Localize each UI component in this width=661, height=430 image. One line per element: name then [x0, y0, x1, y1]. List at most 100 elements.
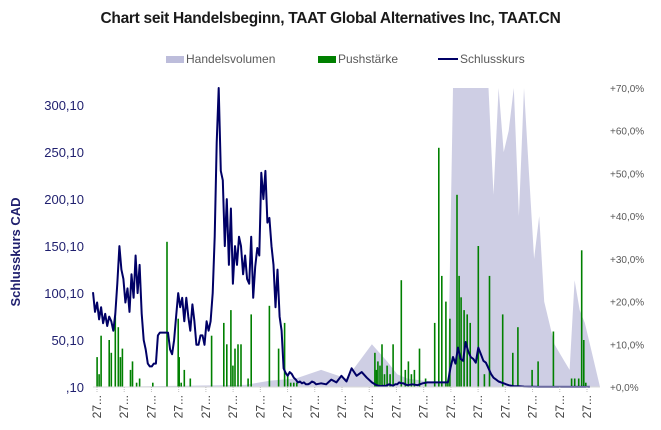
- y-tick-label: 100,10: [44, 286, 84, 301]
- x-tick-label: 27...: [117, 395, 131, 418]
- push-bar: [438, 147, 440, 387]
- push-bar: [573, 378, 576, 387]
- push-bar: [180, 382, 182, 387]
- push-bar: [240, 344, 242, 387]
- push-bar: [386, 365, 388, 387]
- x-tick-label: 27...: [498, 395, 512, 418]
- push-bars-series: [96, 147, 587, 387]
- y2-tick-label: +30,0%: [610, 255, 644, 266]
- push-bar: [375, 369, 378, 387]
- x-tick-label: 27...: [226, 395, 240, 418]
- push-bar: [293, 382, 295, 387]
- push-bar: [383, 374, 386, 387]
- x-tick-label: 27...: [362, 395, 376, 418]
- push-bar: [135, 382, 138, 387]
- push-bar: [189, 378, 192, 387]
- y2-tick-label: +0,0%: [610, 383, 639, 394]
- push-bar: [477, 246, 480, 387]
- push-bar: [223, 322, 225, 387]
- push-bar: [119, 357, 122, 387]
- push-bar: [413, 369, 416, 387]
- push-bar: [449, 318, 451, 387]
- legend-label-volume: Handelsvolumen: [186, 52, 276, 66]
- x-tick-label: 27...: [90, 395, 104, 418]
- push-bar: [379, 365, 381, 387]
- x-tick-label: 27...: [253, 395, 267, 418]
- x-tick-label: 27...: [172, 395, 186, 418]
- push-bar: [283, 322, 286, 387]
- legend-label-push: Pushstärke: [338, 52, 399, 66]
- push-bar: [407, 361, 410, 387]
- push-bar: [121, 348, 124, 387]
- x-tick-label: 27...: [444, 395, 458, 418]
- push-bar: [268, 305, 271, 387]
- volume-area: [93, 88, 600, 387]
- push-bar: [232, 365, 234, 387]
- push-bar: [247, 378, 249, 387]
- push-bar: [277, 348, 280, 387]
- push-bar: [583, 340, 585, 387]
- push-bar: [100, 335, 102, 387]
- push-bar: [460, 297, 462, 387]
- x-tick-label: 27...: [199, 395, 213, 418]
- chart-title: Chart seit Handelsbeginn, TAAT Global Al…: [100, 10, 561, 27]
- axes: ,10 50,10 100,10 150,10 200,10 250,10 300,10 +0…: [44, 84, 644, 418]
- y-tick-label: 200,10: [44, 192, 84, 207]
- legend-item-close[interactable]: Schlusskurs: [438, 52, 525, 66]
- push-bar: [237, 344, 239, 387]
- push-bar: [441, 275, 443, 387]
- push-bar: [98, 374, 100, 387]
- legend-item-volume[interactable]: Handelsvolumen: [166, 52, 275, 66]
- push-bar: [234, 348, 236, 387]
- push-bar: [392, 344, 394, 387]
- legend-swatch-push: [318, 55, 336, 63]
- x-tick-label: 27...: [526, 395, 540, 418]
- push-bar: [404, 369, 407, 387]
- push-bar: [289, 382, 292, 387]
- legend-item-push[interactable]: Pushstärke: [318, 52, 398, 66]
- push-bar: [447, 382, 449, 387]
- push-bar: [537, 361, 539, 387]
- y-tick-label: 300,10: [44, 98, 84, 113]
- push-bar: [512, 352, 514, 387]
- push-bar: [501, 314, 504, 387]
- y-tick-label: ,10: [66, 380, 84, 395]
- y-tick-label: 50,10: [51, 333, 84, 348]
- push-bar: [230, 310, 232, 387]
- push-bar: [377, 361, 379, 387]
- push-bar: [210, 335, 213, 387]
- y2-tick-label: +60,0%: [610, 127, 644, 138]
- push-bar: [580, 250, 583, 387]
- legend-label-close: Schlusskurs: [460, 52, 525, 66]
- push-bar: [552, 331, 555, 387]
- push-bar: [483, 374, 486, 387]
- push-bar: [410, 374, 413, 387]
- x-tick-label: 27...: [553, 395, 567, 418]
- push-bar: [570, 378, 573, 387]
- y2-tick-label: +50,0%: [610, 169, 644, 180]
- y-tick-label: 250,10: [44, 145, 84, 160]
- x-tick-label: 27...: [144, 395, 158, 418]
- push-bar: [114, 314, 117, 387]
- legend-swatch-volume: [166, 55, 184, 63]
- push-bar: [445, 301, 447, 387]
- x-tick-label: 27...: [335, 395, 349, 418]
- push-bar: [456, 194, 458, 387]
- push-bar: [226, 344, 228, 387]
- y2-tick-label: +10,0%: [610, 340, 644, 351]
- push-bar: [296, 382, 298, 387]
- push-bar: [585, 382, 587, 387]
- x-tick-label: 27...: [281, 395, 295, 418]
- push-bar: [488, 275, 491, 387]
- y-tick-label: 150,10: [44, 239, 84, 254]
- push-bar: [389, 374, 391, 387]
- y2-tick-label: +40,0%: [610, 212, 644, 223]
- push-bar: [108, 340, 110, 387]
- push-bar: [166, 241, 168, 387]
- legend: Handelsvolumen Pushstärke Schlusskurs: [0, 52, 661, 70]
- push-bar: [577, 378, 580, 387]
- push-bar: [129, 369, 132, 387]
- push-bar: [433, 322, 436, 387]
- push-bar: [152, 382, 154, 387]
- push-bar: [531, 369, 533, 387]
